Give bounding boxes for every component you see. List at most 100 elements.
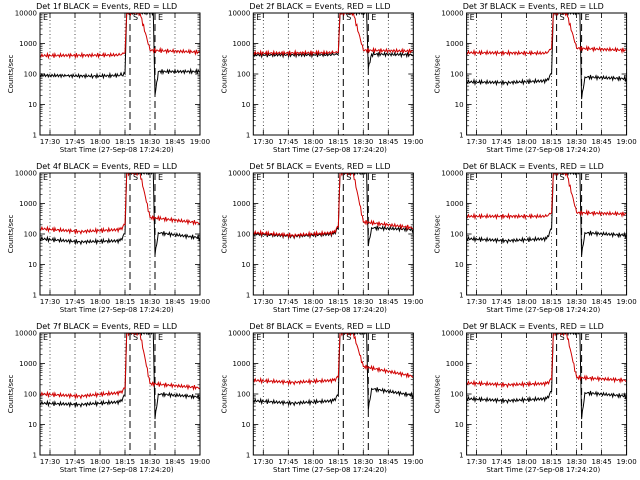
panel-background — [426, 320, 640, 480]
marker-label: E — [470, 173, 475, 182]
x-tick-label: 18:00 — [517, 298, 537, 306]
marker-label: S — [560, 173, 565, 182]
series-line-events — [40, 333, 200, 420]
x-axis-label: Start Time (27-Sep-08 17:24:20) — [273, 306, 387, 314]
y-axis-label: Counts/sec — [434, 375, 442, 414]
y-tick-label: 10 — [241, 101, 250, 109]
x-axis-label: Start Time (27-Sep-08 17:24:20) — [273, 146, 387, 154]
y-tick-label: 10 — [455, 101, 464, 109]
y-tick-label: 1 — [33, 292, 37, 300]
series-line-lld — [253, 173, 414, 239]
plot-frame — [252, 332, 414, 456]
y-tick-label: 10000 — [441, 170, 463, 178]
x-tick-label: 17:30 — [40, 458, 60, 466]
y-tick-label: 100 — [24, 391, 37, 399]
series-line-lld — [40, 13, 200, 60]
x-tick-label: 18:45 — [165, 138, 185, 146]
x-tick-label: 18:00 — [90, 138, 110, 146]
chart-title: Det 7f BLACK = Events, RED = LLD — [36, 322, 177, 331]
marker-label: E — [585, 333, 590, 342]
x-tick-label: 18:30 — [140, 458, 160, 466]
x-axis-label: Start Time (27-Sep-08 17:24:20) — [273, 466, 387, 474]
y-axis-label: Counts/sec — [7, 215, 15, 254]
y-tick-label: 1000 — [446, 200, 464, 208]
marker-label: S — [133, 333, 138, 342]
y-tick-label: 10 — [28, 101, 37, 109]
chart-title: Det 8f BLACK = Events, RED = LLD — [249, 322, 390, 331]
y-tick-label: 1000 — [19, 360, 37, 368]
y-tick-label: 10 — [28, 421, 37, 429]
chart-panel-9: Det 9f BLACK = Events, RED = LLD 1 10 100 10… — [426, 320, 640, 480]
marker-label: E — [256, 333, 261, 342]
chart-title: Det 2f BLACK = Events, RED = LLD — [249, 2, 390, 11]
y-tick-label: 100 — [450, 231, 463, 239]
y-axis-label: Counts/sec — [434, 215, 442, 254]
panel-background — [0, 0, 214, 160]
x-tick-label: 17:45 — [278, 138, 298, 146]
x-tick-label: 18:00 — [303, 298, 323, 306]
y-tick-label: 10000 — [15, 170, 37, 178]
marker-label: S — [560, 333, 565, 342]
series-line-events — [466, 13, 627, 100]
x-tick-label: 18:45 — [378, 138, 398, 146]
marker-label: S — [346, 173, 351, 182]
x-tick-label: 18:30 — [567, 458, 587, 466]
x-tick-label: 18:00 — [90, 298, 110, 306]
x-tick-label: 17:45 — [65, 458, 85, 466]
y-tick-label: 10000 — [228, 330, 250, 338]
chart-title: Det 4f BLACK = Events, RED = LLD — [36, 162, 177, 171]
x-axis-label: Start Time (27-Sep-08 17:24:20) — [486, 146, 600, 154]
y-tick-label: 100 — [450, 391, 463, 399]
series-line-lld — [466, 173, 627, 221]
y-tick-label: 10 — [455, 421, 464, 429]
y-tick-label: 100 — [24, 231, 37, 239]
panel-background — [426, 0, 640, 160]
x-tick-label: 18:45 — [165, 458, 185, 466]
plot-frame — [466, 172, 628, 296]
marker-label: S — [133, 173, 138, 182]
y-tick-label: 1 — [33, 452, 37, 460]
plot-frame — [39, 172, 201, 296]
y-tick-label: 100 — [237, 391, 250, 399]
marker-label: S — [133, 13, 138, 22]
y-axis-label: Counts/sec — [7, 55, 15, 94]
x-tick-label: 17:45 — [65, 298, 85, 306]
plot-frame — [252, 172, 414, 296]
marker-label: E — [158, 13, 163, 22]
chart-panel-1: Det 1f BLACK = Events, RED = LLD 1 10 100 10… — [0, 0, 214, 160]
marker-label: S — [346, 333, 351, 342]
y-axis-label: Counts/sec — [434, 55, 442, 94]
x-tick-label: 17:30 — [253, 298, 273, 306]
marker-label: E — [256, 13, 261, 22]
series-line-events — [466, 173, 627, 256]
x-tick-label: 18:45 — [592, 458, 612, 466]
x-tick-label: 18:45 — [592, 298, 612, 306]
marker-label: E — [371, 13, 376, 22]
x-tick-label: 17:30 — [467, 458, 487, 466]
y-tick-label: 10 — [241, 261, 250, 269]
x-tick-label: 19:00 — [617, 458, 637, 466]
marker-label: S — [560, 13, 565, 22]
x-axis-label: Start Time (27-Sep-08 17:24:20) — [486, 306, 600, 314]
y-tick-label: 1000 — [232, 200, 250, 208]
y-axis-label: Counts/sec — [220, 215, 228, 254]
x-tick-label: 17:45 — [278, 298, 298, 306]
x-tick-label: 18:15 — [542, 298, 562, 306]
x-tick-label: 17:45 — [492, 138, 512, 146]
plot-frame — [466, 12, 628, 136]
y-tick-label: 1 — [459, 292, 463, 300]
series-line-lld — [253, 13, 414, 57]
x-axis-label: Start Time (27-Sep-08 17:24:20) — [60, 146, 174, 154]
chart-panel-3: Det 3f BLACK = Events, RED = LLD 1 10 100 10… — [426, 0, 640, 160]
marker-label: E — [256, 173, 261, 182]
series-line-events — [253, 13, 414, 69]
x-tick-label: 18:15 — [115, 458, 135, 466]
series-line-lld — [466, 13, 627, 57]
series-line-lld — [253, 333, 414, 386]
y-tick-label: 100 — [237, 71, 250, 79]
x-tick-label: 18:00 — [90, 458, 110, 466]
x-tick-label: 18:15 — [542, 138, 562, 146]
chart-panel-6: Det 6f BLACK = Events, RED = LLD 1 10 100 10… — [426, 160, 640, 320]
x-tick-label: 19:00 — [403, 138, 423, 146]
y-tick-label: 10 — [455, 261, 464, 269]
